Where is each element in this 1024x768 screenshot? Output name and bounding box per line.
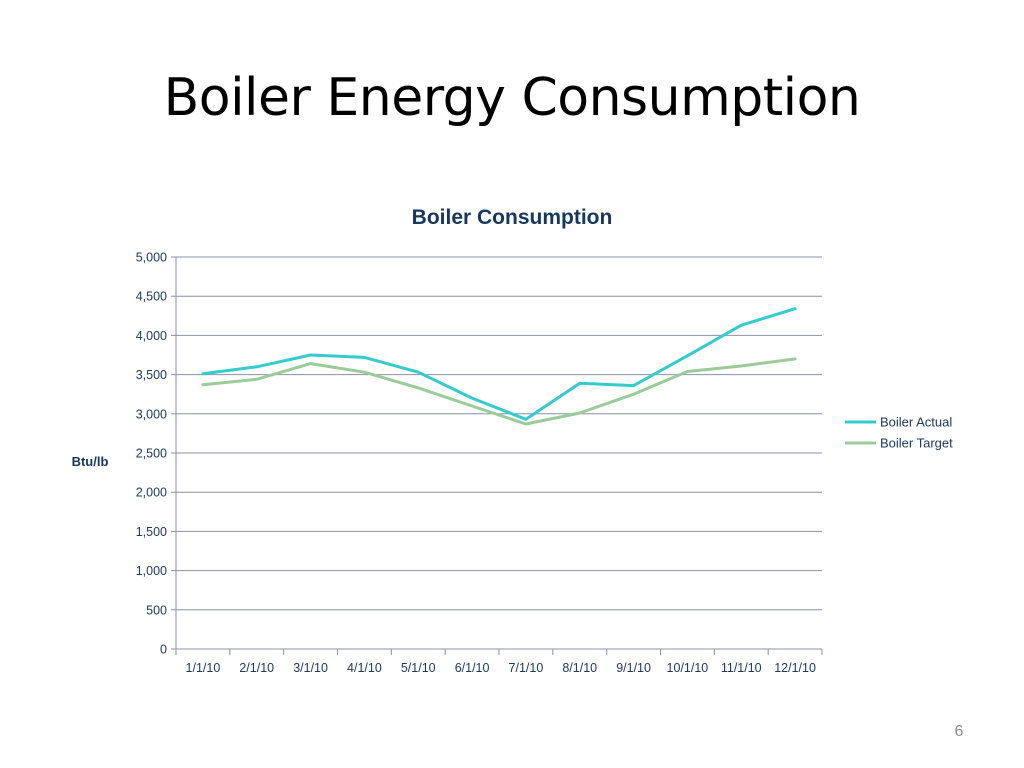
y-tick-label: 3,000 xyxy=(136,407,167,421)
y-axis-title: Btu/lb xyxy=(72,454,109,469)
y-tick-label: 2,000 xyxy=(136,486,167,500)
x-tick-label: 9/1/10 xyxy=(616,661,651,675)
y-tick-label: 500 xyxy=(146,603,167,617)
y-tick-label: 2,500 xyxy=(136,447,167,461)
x-tick-label: 12/1/10 xyxy=(774,661,816,675)
x-tick-label: 6/1/10 xyxy=(455,661,490,675)
axes xyxy=(171,256,823,655)
legend-label-boiler-target: Boiler Target xyxy=(880,436,953,451)
x-tick-label: 8/1/10 xyxy=(562,661,597,675)
chart-title: Boiler Consumption xyxy=(412,206,613,229)
series-lines xyxy=(201,307,797,426)
series-line-boiler-actual xyxy=(201,307,797,421)
slide-title: Boiler Energy Consumption xyxy=(163,68,861,128)
series-line-boiler-target xyxy=(201,357,797,426)
slide-number: 6 xyxy=(954,723,964,740)
y-tick-label: 4,500 xyxy=(136,290,167,304)
x-tick-label: 2/1/10 xyxy=(239,661,274,675)
legend: Boiler Actual Boiler Target xyxy=(845,415,953,451)
x-tick-label: 10/1/10 xyxy=(667,661,709,675)
legend-label-boiler-actual: Boiler Actual xyxy=(880,415,952,430)
y-tick-label: 1,000 xyxy=(136,564,167,578)
y-tick-label: 0 xyxy=(160,643,167,657)
tick-labels: 0 500 1,000 1,500 2,000 2,500 3,000 3,500 4,000 4… xyxy=(136,251,816,676)
x-tick-label: 5/1/10 xyxy=(401,661,436,675)
y-tick-label: 5,000 xyxy=(136,251,167,265)
gridlines xyxy=(176,256,822,611)
y-tick-label: 1,500 xyxy=(136,525,167,539)
x-tick-label: 4/1/10 xyxy=(347,661,382,675)
x-tick-label: 1/1/10 xyxy=(186,661,221,675)
y-tick-label: 4,000 xyxy=(136,329,167,343)
y-tick-label: 3,500 xyxy=(136,368,167,382)
x-tick-label: 7/1/10 xyxy=(509,661,544,675)
x-tick-label: 3/1/10 xyxy=(293,661,328,675)
x-tick-label: 11/1/10 xyxy=(721,661,762,675)
